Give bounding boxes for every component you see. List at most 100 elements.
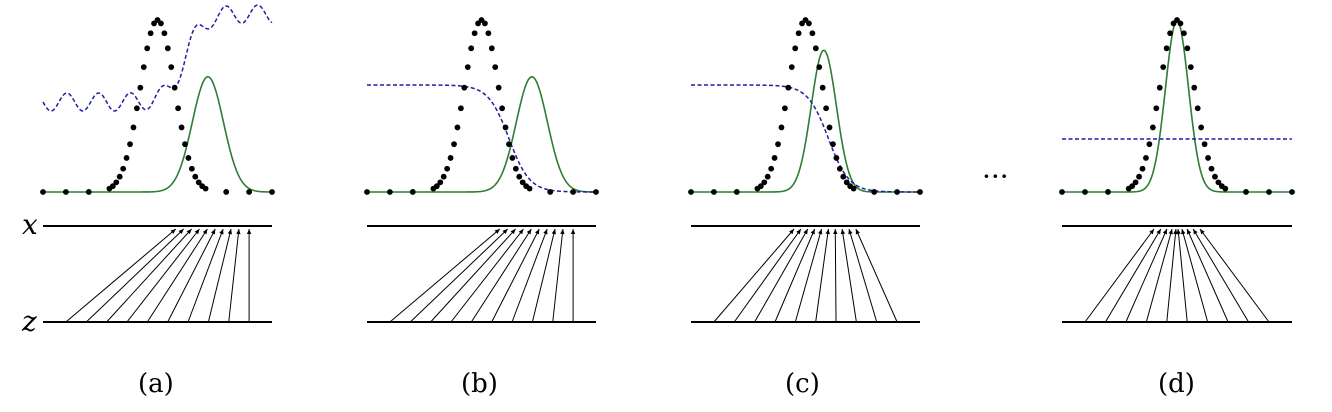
arrow-head — [551, 229, 556, 235]
data-point — [269, 189, 275, 195]
arrow-head — [170, 229, 176, 234]
data-point — [40, 189, 46, 195]
data-point — [471, 30, 478, 37]
data-point — [830, 141, 836, 148]
data-point — [519, 179, 526, 186]
mapping-arrow — [167, 228, 216, 323]
data-point — [140, 64, 147, 70]
data-point — [364, 189, 370, 195]
mapping-arrow — [1166, 228, 1177, 323]
arrow-head — [510, 229, 516, 235]
arrow-head — [796, 229, 801, 235]
data-point — [1082, 189, 1088, 195]
data-point — [778, 124, 785, 131]
data-point — [1184, 45, 1191, 52]
data-point — [1143, 155, 1149, 161]
data-point — [192, 173, 199, 180]
data-point — [188, 165, 195, 172]
data-point — [482, 20, 488, 27]
data-point — [499, 105, 506, 112]
mapping-arrow — [1084, 228, 1155, 323]
data-point — [1059, 189, 1065, 195]
data-distribution-dots — [364, 17, 599, 195]
data-point — [711, 189, 717, 195]
arrow-head — [518, 229, 524, 235]
data-point — [178, 124, 185, 131]
data-point — [733, 189, 740, 195]
data-point — [1146, 141, 1153, 148]
arrow-head — [211, 229, 216, 235]
data-point — [1198, 124, 1205, 131]
data-point — [826, 124, 833, 131]
data-point — [457, 105, 464, 112]
mapping-arrow — [815, 228, 829, 323]
mapping-arrow — [409, 228, 509, 323]
arrow-head — [1176, 229, 1181, 235]
data-point — [223, 189, 230, 195]
generative-distribution-curve — [43, 75, 273, 193]
data-point — [1181, 30, 1187, 37]
data-point — [1153, 105, 1160, 112]
mapping-arrow — [65, 228, 177, 323]
arrow-head — [560, 229, 565, 235]
data-point — [454, 124, 461, 131]
data-point — [1136, 173, 1142, 180]
caption-c: (c) — [785, 369, 820, 399]
data-point — [757, 183, 764, 190]
arrow-head — [1187, 229, 1192, 235]
data-point — [161, 30, 168, 37]
mapping-arrow — [187, 228, 224, 323]
data-point — [547, 189, 554, 195]
discriminator-curve — [367, 84, 597, 193]
arrow-head — [810, 229, 815, 235]
data-point — [492, 64, 499, 70]
data-point — [1215, 179, 1222, 186]
arrow-head — [833, 229, 838, 235]
arrow-head — [526, 229, 532, 235]
arrow-head — [178, 229, 184, 235]
data-point — [451, 141, 457, 148]
mapping-arrow — [106, 228, 192, 323]
data-point — [781, 105, 788, 112]
data-point — [1191, 84, 1198, 91]
data-distribution-dots — [1059, 17, 1295, 195]
panel-a — [40, 4, 275, 323]
generative-distribution-curve — [1062, 19, 1292, 193]
data-point — [871, 189, 878, 195]
data-point — [1194, 105, 1201, 112]
data-point — [168, 64, 175, 70]
mapping-arrows — [713, 228, 898, 323]
data-point — [792, 45, 799, 52]
discriminator-curve — [691, 84, 921, 193]
data-point — [1205, 155, 1211, 161]
data-point — [185, 155, 192, 161]
data-point — [1139, 165, 1146, 172]
data-point — [809, 30, 816, 37]
data-point — [761, 179, 768, 186]
x-axis-label: x — [22, 208, 38, 241]
mapping-arrow — [1186, 228, 1229, 323]
mapping-arrow — [228, 228, 240, 323]
data-point — [444, 165, 451, 172]
mapping-arrow — [1125, 228, 1168, 323]
arrow-head — [535, 229, 540, 235]
data-point — [440, 173, 447, 180]
mapping-arrow — [794, 228, 823, 323]
mapping-arrow — [470, 228, 532, 323]
panel-d — [1059, 17, 1295, 323]
mapping-arrows — [1084, 228, 1270, 323]
data-point — [123, 155, 130, 161]
data-point — [1289, 189, 1295, 195]
data-point — [785, 84, 792, 91]
data-point — [812, 45, 819, 52]
data-point — [485, 30, 492, 37]
data-point — [437, 179, 444, 186]
generative-distribution-curve — [367, 75, 597, 193]
data-point — [468, 45, 475, 52]
mapping-arrow — [834, 228, 837, 323]
data-point — [195, 179, 202, 186]
arrow-head — [246, 229, 252, 234]
data-point — [130, 124, 137, 131]
arrow-head — [818, 229, 823, 235]
data-point — [795, 30, 802, 37]
